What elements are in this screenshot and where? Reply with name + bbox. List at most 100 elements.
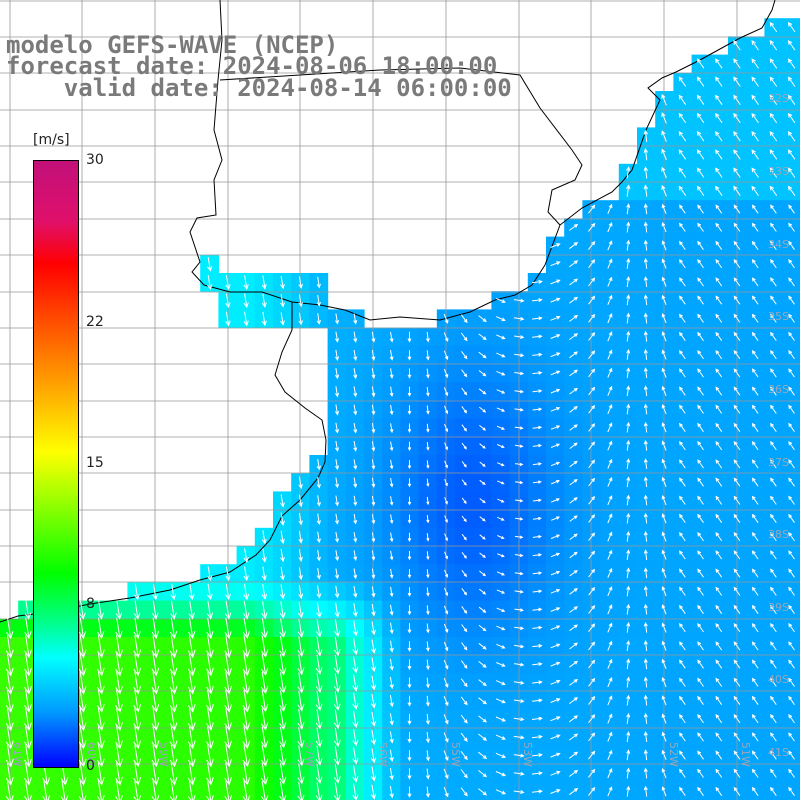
wind-arrow xyxy=(588,459,596,469)
longitude-labels: 61W 60W 59W 57W 56W 55W 53W 52W 51W xyxy=(11,742,752,767)
wind-arrow xyxy=(425,786,430,798)
wind-arrow xyxy=(569,478,578,486)
wind-arrow xyxy=(24,726,32,750)
wind-arrow xyxy=(353,495,358,507)
wind-arrow xyxy=(425,732,430,744)
wind-arrow xyxy=(79,600,86,620)
wind-arrow xyxy=(352,603,358,618)
wind-arrow xyxy=(389,404,394,416)
wind-arrow xyxy=(5,726,14,750)
wind-arrow xyxy=(607,440,613,451)
wind-arrow xyxy=(661,713,667,724)
latitude-labels: 32S 33S 34S 35S 36S 37S 38S 39S 40S 41S xyxy=(768,92,789,759)
wind-arrow xyxy=(426,623,430,634)
wind-arrow xyxy=(407,551,412,561)
wind-arrow xyxy=(207,257,213,272)
wind-arrow xyxy=(460,678,468,688)
wind-arrow xyxy=(496,425,506,430)
wind-arrow xyxy=(407,514,412,524)
wind-arrow xyxy=(788,513,795,523)
wind-arrow xyxy=(626,640,631,651)
wind-arrow xyxy=(407,587,412,597)
wind-arrow xyxy=(733,313,741,323)
wind-arrow xyxy=(514,571,524,576)
wind-arrow xyxy=(733,368,741,378)
wind-arrow xyxy=(733,659,741,669)
wind-arrow xyxy=(733,349,741,360)
wind-arrow xyxy=(334,619,341,638)
wind-arrow xyxy=(751,750,759,760)
wind-arrow xyxy=(770,550,777,560)
wind-arrow xyxy=(389,786,394,799)
wind-arrow xyxy=(679,422,686,432)
wind-arrow xyxy=(514,426,524,430)
wind-arrow xyxy=(532,480,542,484)
wind-arrow xyxy=(96,689,105,713)
wind-arrow xyxy=(788,659,795,669)
wind-arrow xyxy=(151,653,160,677)
wind-arrow xyxy=(788,568,795,578)
wind-arrow xyxy=(461,351,468,360)
wind-arrow xyxy=(550,643,561,649)
wind-arrow xyxy=(550,625,561,631)
wind-arrow xyxy=(170,583,177,601)
wind-arrow xyxy=(769,21,778,33)
wind-arrow xyxy=(389,622,394,635)
wind-arrow xyxy=(751,786,759,796)
wind-arrow xyxy=(371,495,376,507)
wind-arrow xyxy=(335,440,340,452)
wind-arrow xyxy=(224,635,233,659)
wind-arrow xyxy=(661,549,667,560)
wind-arrow xyxy=(588,368,596,378)
wind-arrow xyxy=(569,278,579,286)
wind-arrow xyxy=(407,641,412,652)
wind-arrow xyxy=(389,713,394,726)
wind-arrow xyxy=(335,459,339,471)
wind-arrow xyxy=(260,708,269,731)
longitude-label: 55W xyxy=(449,742,462,767)
wind-arrow xyxy=(607,604,613,615)
wind-arrow xyxy=(733,240,741,250)
wind-arrow xyxy=(733,622,741,633)
wind-arrow xyxy=(588,386,596,396)
wind-arrow xyxy=(443,714,449,725)
wind-arrow xyxy=(569,551,578,559)
wind-arrow xyxy=(479,534,486,540)
wind-arrow xyxy=(206,635,214,659)
wind-arrow xyxy=(188,600,195,620)
wind-arrow xyxy=(788,732,795,742)
wind-arrow xyxy=(187,726,196,750)
wind-arrow xyxy=(407,605,412,616)
wind-arrow xyxy=(643,440,648,451)
wind-arrow xyxy=(751,76,759,87)
wind-arrow xyxy=(607,349,613,360)
wind-arrow xyxy=(353,586,358,598)
wind-arrow xyxy=(751,368,759,378)
wind-arrow xyxy=(352,710,359,729)
wind-arrow xyxy=(733,568,741,578)
wind-arrow xyxy=(242,671,251,695)
wind-arrow xyxy=(426,533,430,542)
wind-arrow xyxy=(626,349,631,360)
wind-arrow xyxy=(298,584,304,600)
wind-arrow xyxy=(134,583,140,601)
wind-arrow xyxy=(96,653,105,677)
wind-arrow xyxy=(207,566,213,582)
wind-arrow xyxy=(770,659,777,669)
wind-arrow xyxy=(371,349,376,361)
wind-arrow xyxy=(5,762,14,786)
wind-arrow xyxy=(496,571,506,576)
wind-arrow xyxy=(224,707,233,731)
wind-arrow xyxy=(550,661,561,667)
wind-arrow xyxy=(407,623,412,634)
wind-arrow xyxy=(679,295,686,305)
wind-arrow xyxy=(588,586,596,596)
wind-arrow xyxy=(96,671,105,695)
wind-arrow xyxy=(460,314,468,324)
wind-arrow xyxy=(133,707,142,731)
wind-arrow xyxy=(626,694,631,706)
wind-arrow xyxy=(551,498,561,503)
wind-arrow xyxy=(242,600,250,620)
wind-arrow xyxy=(187,689,196,713)
wind-arrow xyxy=(770,713,777,724)
